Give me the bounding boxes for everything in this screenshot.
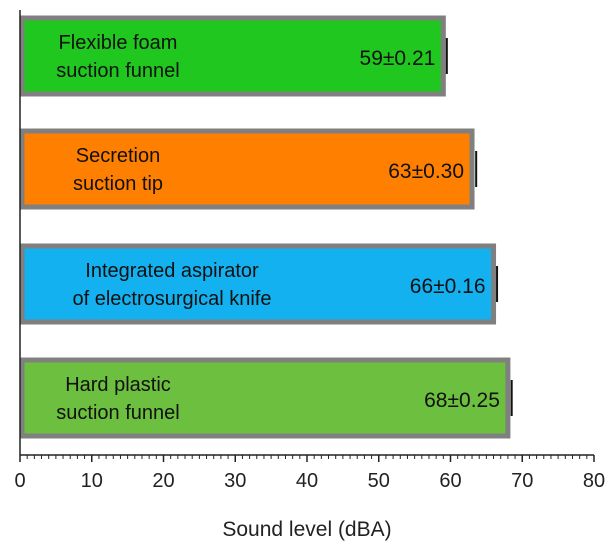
bar [19,128,475,210]
x-tick-label: 0 [14,470,25,492]
bar-value-label: 68±0.25 [424,389,500,412]
bar-category-label: suction funnel [56,402,179,424]
bar-category-label: Secretion [76,145,161,167]
x-tick-label: 30 [224,470,246,492]
x-tick-label: 20 [152,470,174,492]
bar-category-label: Integrated aspirator [85,260,259,282]
bar [19,15,446,97]
x-tick-label: 10 [81,470,103,492]
bars-group: Flexible foam suction funnel 59±0.21 Secret… [19,15,513,439]
x-tick-label: 50 [368,470,390,492]
bar-category-label: Flexible foam [59,32,178,54]
x-tick-label: 60 [439,470,461,492]
x-tick-label: 40 [296,470,318,492]
bar-value-label: 63±0.30 [388,160,464,183]
x-tick-label: 80 [583,470,605,492]
bar-category-label: of electrosurgical knife [73,288,272,310]
x-axis: 0 10 20 30 40 50 60 70 80 [14,10,605,492]
bar [19,243,497,325]
x-tick-label: 70 [511,470,533,492]
bar [19,357,511,439]
bar-category-label: suction funnel [56,60,179,82]
bar-category-label: Hard plastic [65,374,171,396]
bar-value-label: 66±0.16 [410,275,486,298]
bar-category-label: suction tip [73,173,163,195]
bar-value-label: 59±0.21 [360,47,436,70]
x-axis-title: Sound level (dBA) [222,518,391,541]
